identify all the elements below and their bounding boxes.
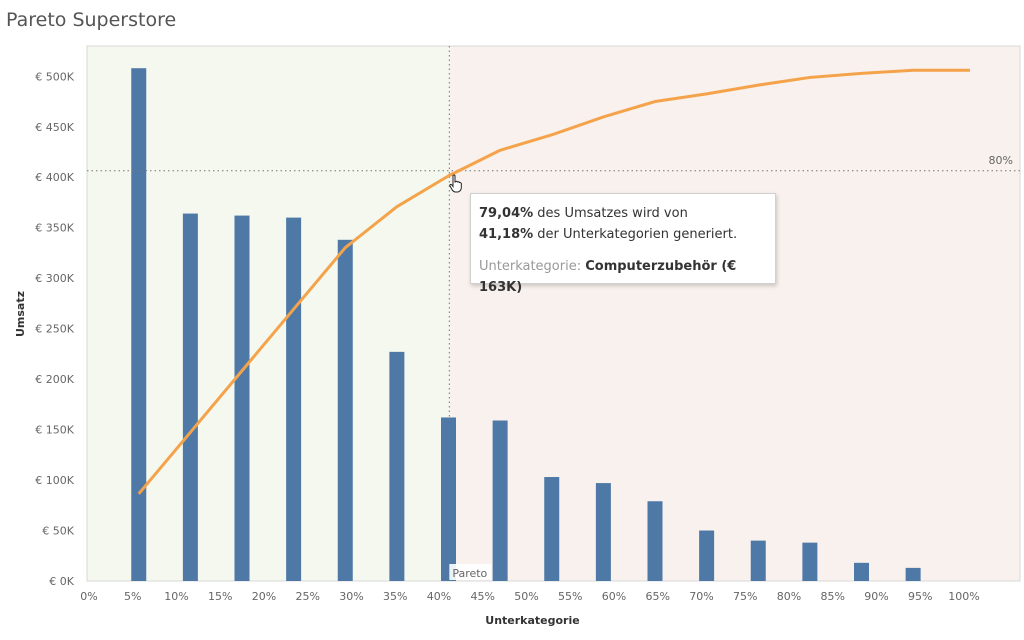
x-tick-label: 80% (777, 590, 801, 603)
umsatz-bar (131, 68, 147, 582)
umsatz-bar (234, 215, 250, 581)
umsatz-bar (389, 351, 405, 581)
y-tick-label: € 450K (35, 121, 74, 134)
x-tick-label: 70% (689, 590, 713, 603)
tooltip-category-label: Unterkategorie: (479, 259, 586, 274)
umsatz-bar (441, 417, 456, 581)
pareto-tooltip: 79,04% des Umsatzes wird von 41,18% der … (470, 193, 776, 295)
y-tick-label: € 500K (35, 70, 74, 83)
pareto-marker-label: Pareto (452, 567, 487, 580)
x-tick-label: 40% (427, 590, 451, 603)
y-tick-label: € 300K (35, 272, 74, 285)
umsatz-bar (854, 562, 869, 581)
x-tick-label: 0% (80, 590, 97, 603)
pareto-marker-label-bg (449, 564, 492, 580)
y-tick-label: € 150K (35, 424, 74, 437)
umsatz-bar (699, 530, 715, 581)
x-tick-label: 60% (602, 590, 626, 603)
x-tick-label: 75% (733, 590, 757, 603)
x-tick-label: 95% (908, 590, 932, 603)
x-axis-title: Unterkategorie (485, 614, 579, 627)
x-tick-label: 55% (558, 590, 582, 603)
x-tick-label: 30% (339, 590, 363, 603)
umsatz-bar (337, 239, 353, 581)
umsatz-bar (595, 483, 611, 581)
pareto-right-band (449, 46, 1020, 581)
x-tick-label: 25% (296, 590, 320, 603)
umsatz-bar (750, 540, 766, 581)
umsatz-bar (286, 217, 302, 582)
y-tick-label: € 200K (35, 373, 74, 386)
x-tick-label: 15% (208, 590, 232, 603)
x-tick-label: 35% (383, 590, 407, 603)
umsatz-bar (182, 213, 198, 581)
reference-line-label: 80% (989, 154, 1013, 167)
tooltip-umsatz-percent: 79,04% (479, 206, 534, 221)
tooltip-text-1: des Umsatzes wird von (533, 206, 688, 221)
tooltip-text-2: der Unterkategorien generiert. (533, 227, 738, 242)
y-tick-label: € 400K (35, 171, 74, 184)
x-tick-label: 65% (646, 590, 670, 603)
y-axis-title: Umsatz (14, 291, 27, 337)
umsatz-bar (492, 420, 508, 581)
y-tick-label: € 100K (35, 474, 74, 487)
x-tick-label: 90% (864, 590, 888, 603)
hand-cursor-icon (449, 174, 462, 193)
x-tick-label: 50% (514, 590, 538, 603)
tooltip-category-value: Computerzubehör (€ 163K) (479, 259, 737, 295)
chart-title: Pareto Superstore (6, 9, 177, 31)
x-tick-label: 85% (821, 590, 845, 603)
tooltip-kategorie-percent: 41,18% (479, 227, 534, 242)
x-tick-label: 5% (124, 590, 141, 603)
x-tick-label: 100% (948, 590, 979, 603)
umsatz-bar (905, 567, 921, 581)
y-tick-label: € 350K (35, 222, 74, 235)
x-tick-label: 20% (252, 590, 276, 603)
x-tick-label: 45% (471, 590, 495, 603)
umsatz-bar (647, 501, 663, 581)
y-tick-label: € 250K (35, 323, 74, 336)
y-tick-label: € 0K (49, 575, 74, 588)
umsatz-bar (802, 542, 818, 581)
umsatz-bar (544, 477, 560, 581)
x-tick-label: 10% (164, 590, 188, 603)
pareto-left-band (87, 46, 450, 581)
y-tick-label: € 50K (42, 525, 74, 538)
